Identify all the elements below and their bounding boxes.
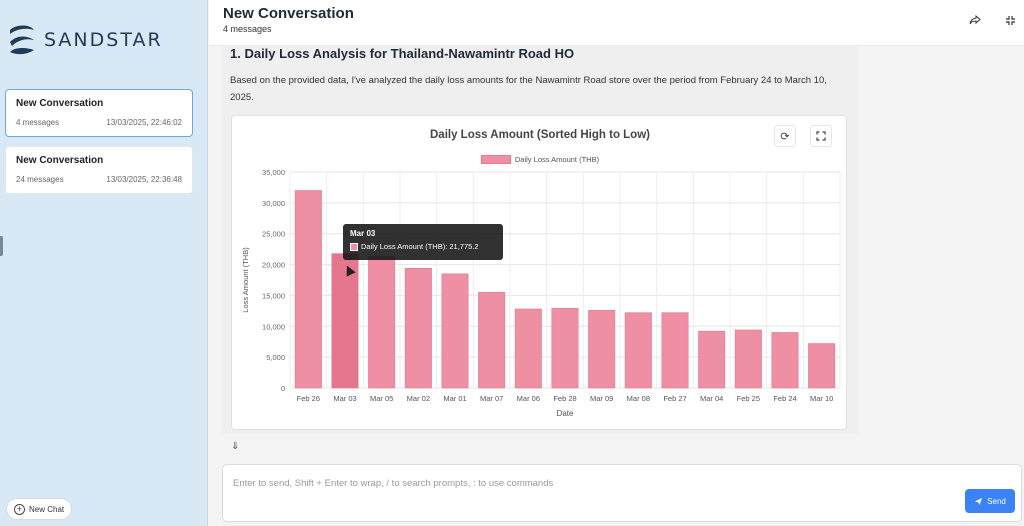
expand-icon[interactable] (810, 125, 832, 147)
share-icon[interactable] (965, 10, 985, 30)
logo-text: SANDSTAR (44, 29, 163, 51)
chart-bar[interactable] (808, 343, 836, 389)
x-tick-label: Mar 09 (590, 394, 613, 403)
chart-bar[interactable] (771, 332, 799, 389)
y-tick-label: 15,000 (262, 291, 285, 300)
x-tick-label: Feb 26 (297, 394, 320, 403)
chart-bar[interactable] (294, 190, 322, 389)
x-tick-label: Mar 04 (700, 394, 723, 403)
conversation-count: 4 messages (16, 118, 60, 127)
logo: SANDSTAR (6, 20, 163, 60)
chat-header: New Conversation 4 messages (209, 0, 1024, 46)
tooltip-text: Daily Loss Amount (THB): 21,775.2 (361, 242, 479, 251)
y-tick-label: 35,000 (262, 168, 285, 177)
chart-bar[interactable] (698, 330, 726, 389)
chart-bar[interactable] (478, 292, 506, 389)
paper-plane-icon (975, 497, 983, 505)
tooltip-title: Mar 03 (350, 229, 376, 238)
sandstar-logo-icon (10, 25, 34, 55)
chart-title: Daily Loss Amount (Sorted High to Low) (430, 129, 650, 141)
message-heading: 1. Daily Loss Analysis for Thailand-Nawa… (230, 46, 575, 61)
chart-legend[interactable]: Daily Loss Amount (THB) (232, 155, 848, 164)
chart-bar[interactable] (588, 309, 616, 389)
page-title: New Conversation (223, 5, 354, 22)
y-axis-label: Loss Amount (THB) (241, 247, 250, 313)
new-chat-label: New Chat (29, 504, 65, 514)
chart-bar[interactable] (514, 308, 542, 389)
sidebar-toggle-handle[interactable] (0, 236, 3, 256)
plus-circle-icon: + (14, 503, 25, 515)
x-tick-label: Feb 27 (663, 394, 686, 403)
y-tick-label: 5,000 (266, 353, 285, 362)
legend-label: Daily Loss Amount (THB) (514, 155, 600, 164)
conversation-item[interactable]: New Conversation 4 messages 13/03/2025, … (5, 89, 193, 137)
conversation-timestamp: 13/03/2025, 22:36:48 (106, 175, 182, 184)
x-tick-label: Mar 10 (810, 394, 833, 403)
chart-card: Daily Loss Amount (Sorted High to Low) ⟳… (231, 115, 847, 430)
chat-input-box: Send (222, 464, 1022, 522)
chart-bar[interactable] (331, 253, 359, 389)
chart-tooltip: Mar 03 Daily Loss Amount (THB): 21,775.2 (343, 224, 503, 260)
message-count: 4 messages (223, 24, 272, 34)
x-tick-label: Mar 01 (443, 394, 466, 403)
legend-swatch (480, 155, 511, 164)
sidebar: SANDSTAR New Conversation 4 messages 13/… (0, 0, 208, 526)
x-tick-label: Mar 06 (517, 394, 540, 403)
send-button[interactable]: Send (965, 489, 1015, 513)
chart-bar[interactable] (441, 273, 469, 389)
y-tick-label: 0 (281, 384, 285, 393)
message-paragraph: Based on the provided data, I've analyze… (230, 75, 827, 103)
conversation-title: New Conversation (16, 98, 104, 109)
new-chat-button[interactable]: + New Chat (6, 498, 73, 520)
chart-svg[interactable]: 0 5,000 10,000 15,000 20,000 25,000 30,000 35,0… (232, 116, 848, 431)
send-label: Send (987, 496, 1006, 506)
x-axis-label: Date (557, 409, 574, 418)
conversation-title: New Conversation (16, 155, 104, 166)
x-tick-label: Feb 25 (737, 394, 760, 403)
x-tick-label: Feb 28 (553, 394, 576, 403)
y-tick-label: 25,000 (262, 230, 285, 239)
chevron-double-down-icon[interactable]: ⇓ (231, 441, 240, 452)
conversation-item[interactable]: New Conversation 24 messages 13/03/2025,… (5, 146, 193, 194)
y-tick-label: 10,000 (262, 322, 285, 331)
chart-bar[interactable] (368, 256, 396, 389)
chart-bar[interactable] (661, 312, 689, 389)
chart-bar[interactable] (551, 308, 579, 389)
x-tick-label: Feb 24 (773, 394, 796, 403)
x-tick-label: Mar 03 (333, 394, 356, 403)
fullscreen-icon[interactable] (1000, 10, 1020, 30)
chart-bar[interactable] (734, 329, 762, 389)
chart-bar[interactable] (624, 312, 652, 389)
chat-input[interactable] (233, 473, 953, 493)
y-tick-label: 30,000 (262, 199, 285, 208)
x-tick-label: Mar 07 (480, 394, 503, 403)
conversation-count: 24 messages (16, 175, 64, 184)
refresh-icon[interactable]: ⟳ (774, 125, 796, 147)
x-tick-label: Mar 05 (370, 394, 393, 403)
tooltip-swatch (350, 242, 358, 251)
y-tick-label: 20,000 (262, 261, 285, 270)
conversation-timestamp: 13/03/2025, 22:46:02 (106, 118, 182, 127)
x-tick-label: Mar 02 (407, 394, 430, 403)
x-tick-label: Mar 08 (627, 394, 650, 403)
chart-bar[interactable] (404, 267, 432, 389)
